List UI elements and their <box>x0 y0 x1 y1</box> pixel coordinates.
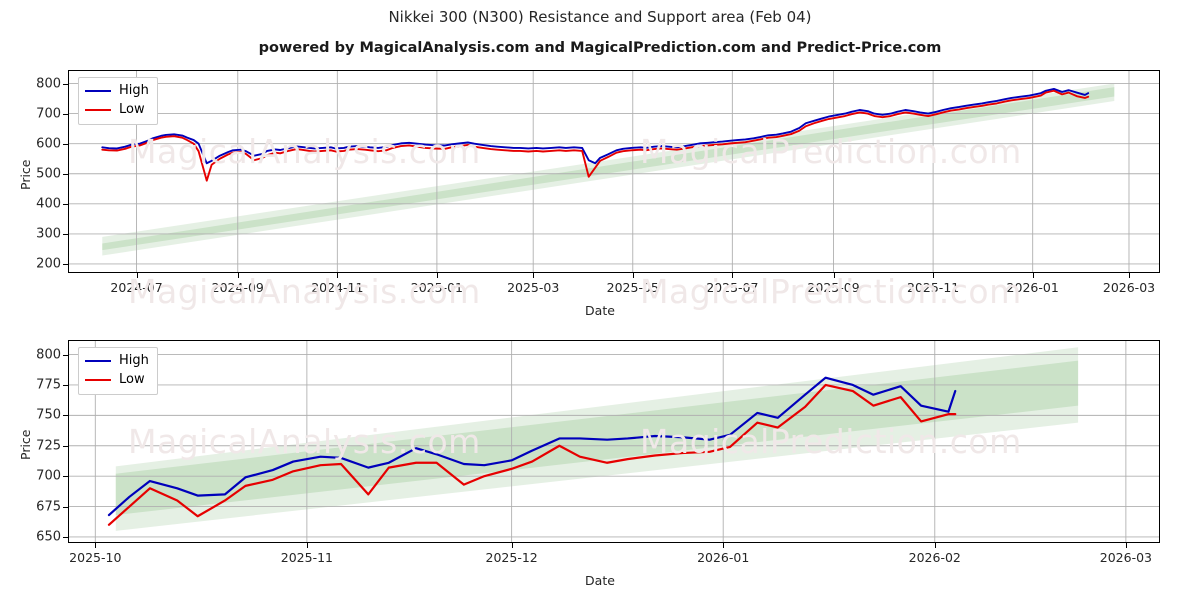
x-tick-label: 2026-01 <box>697 550 750 565</box>
y-tick-mark <box>63 354 68 356</box>
legend-swatch-high <box>85 90 111 93</box>
legend-item-high: High <box>85 82 149 101</box>
x-tick-mark <box>436 273 438 278</box>
legend-swatch-low <box>85 109 111 112</box>
x-tick-mark <box>1125 543 1127 548</box>
y-tick-mark <box>63 83 68 85</box>
y-tick-mark <box>63 536 68 538</box>
y-tick-label: 775 <box>36 377 61 393</box>
y-tick-label: 700 <box>36 468 61 484</box>
zoom-plot-svg <box>68 340 1160 543</box>
y-tick-mark <box>63 506 68 508</box>
y-tick-label: 600 <box>36 136 61 152</box>
overview-plot-frame <box>68 70 1160 273</box>
x-tick-mark <box>237 273 239 278</box>
y-tick-mark <box>63 263 68 265</box>
y-tick-label: 750 <box>36 407 61 423</box>
legend-item-high: High <box>85 352 149 371</box>
legend-label: Low <box>119 101 145 117</box>
legend-swatch-low <box>85 379 111 382</box>
legend-label: High <box>119 353 149 368</box>
x-tick-mark <box>95 543 97 548</box>
x-tick-mark <box>933 273 935 278</box>
chart-panel-overview: 200 300 400 500 600 700 800 2024-07 2024-09 2024-… <box>36 70 1160 295</box>
x-tick-label: 2024-09 <box>211 280 264 295</box>
page-title: Nikkei 300 (N300) Resistance and Support… <box>388 8 812 26</box>
x-tick-mark <box>1032 273 1034 278</box>
legend-swatch-high <box>85 360 111 363</box>
y-tick-label: 800 <box>36 76 61 92</box>
x-tick-mark <box>306 543 308 548</box>
zoom-plot-frame <box>68 340 1160 543</box>
x-tick-mark <box>934 543 936 548</box>
x-tick-mark <box>511 543 513 548</box>
x-tick-mark <box>632 273 634 278</box>
page-subtitle: powered by MagicalAnalysis.com and Magic… <box>258 40 942 56</box>
x-tick-label: 2025-11 <box>906 280 960 295</box>
y-tick-mark <box>63 445 68 447</box>
x-tick-mark <box>136 273 138 278</box>
x-tick-label: 2025-09 <box>807 280 860 295</box>
y-tick-label: 300 <box>36 226 61 242</box>
zoom-legend: High Low <box>78 347 158 395</box>
chart-panel-zoom: 650 675 700 725 750 775 800 2025-10 2025-11 2025-… <box>36 340 1160 565</box>
y-tick-mark <box>63 415 68 417</box>
y-tick-label: 675 <box>36 499 61 515</box>
x-tick-mark <box>833 273 835 278</box>
x-tick-label: 2025-11 <box>280 550 333 565</box>
x-tick-label: 2026-03 <box>1102 280 1156 295</box>
y-tick-label: 650 <box>36 529 61 545</box>
x-tick-label: 2025-01 <box>410 280 464 295</box>
x-tick-mark <box>337 273 339 278</box>
x-tick-label: 2025-12 <box>485 550 538 565</box>
x-tick-label: 2025-05 <box>606 280 659 295</box>
y-tick-label: 200 <box>36 256 61 272</box>
y-tick-mark <box>63 143 68 145</box>
overview-legend: High Low <box>78 77 158 125</box>
x-tick-label: 2024-11 <box>311 280 364 295</box>
x-tick-label: 2026-01 <box>1006 280 1059 295</box>
overview-plot-svg <box>68 70 1160 273</box>
y-tick-mark <box>63 384 68 386</box>
legend-item-low: Low <box>85 371 149 390</box>
x-tick-label: 2024-07 <box>110 280 163 295</box>
y-tick-mark <box>63 233 68 235</box>
zoom-y-axis-label: Price <box>18 429 33 461</box>
legend-label: Low <box>119 371 145 387</box>
y-tick-label: 800 <box>36 347 61 363</box>
x-tick-mark <box>1128 273 1130 278</box>
y-tick-label: 725 <box>36 438 61 454</box>
x-tick-label: 2025-03 <box>507 280 560 295</box>
y-tick-mark <box>63 173 68 175</box>
x-tick-label: 2026-02 <box>908 550 961 565</box>
y-tick-mark <box>63 113 68 115</box>
y-tick-mark <box>63 203 68 205</box>
y-tick-label: 700 <box>36 106 61 122</box>
zoom-x-axis-label: Date <box>585 573 615 588</box>
x-tick-mark <box>732 273 734 278</box>
x-tick-mark <box>723 543 725 548</box>
x-tick-label: 2025-10 <box>69 550 122 565</box>
y-tick-label: 400 <box>36 196 61 212</box>
legend-item-low: Low <box>85 101 149 120</box>
y-tick-mark <box>63 476 68 478</box>
x-tick-label: 2026-03 <box>1099 550 1152 565</box>
legend-label: High <box>119 83 149 98</box>
overview-x-axis-label: Date <box>585 303 615 318</box>
overview-y-axis-label: Price <box>18 159 33 191</box>
x-tick-mark <box>533 273 535 278</box>
x-tick-label: 2025-07 <box>706 280 759 295</box>
y-tick-label: 500 <box>36 166 61 182</box>
